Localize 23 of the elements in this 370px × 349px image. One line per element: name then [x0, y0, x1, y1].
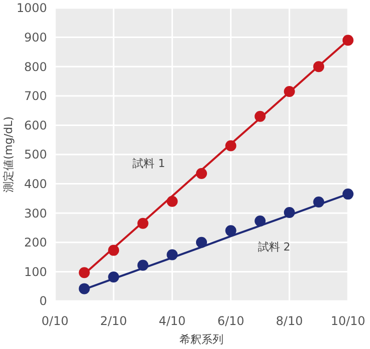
- point: [342, 188, 354, 200]
- x-tick-label: 6/10: [217, 314, 244, 328]
- y-tick-label: 700: [24, 89, 47, 104]
- x-tick-label: 2/10: [100, 314, 128, 328]
- y-tick-label: 300: [24, 206, 47, 220]
- y-tick-label: 0: [39, 294, 47, 308]
- y-tick-label: 900: [24, 30, 47, 44]
- y-axis-title: 測定値(mg/dL): [2, 116, 15, 193]
- y-tick-label: 1000: [16, 1, 47, 16]
- y-tick-label: 200: [24, 236, 47, 250]
- point: [225, 225, 236, 236]
- x-tick-label: 0/10: [42, 314, 68, 328]
- y-tick-label: 100: [24, 264, 47, 279]
- series-label: 試料 2: [258, 240, 290, 254]
- y-tick-label: 500: [24, 148, 47, 162]
- text: 試料 1: [132, 156, 166, 170]
- y-tick-label: 600: [24, 118, 47, 132]
- x-axis-title: 希釈系列: [180, 333, 224, 346]
- y-tick-label: 400: [24, 177, 47, 191]
- x-tick-label: 8/10: [276, 314, 303, 328]
- x-tick-label: 4/10: [158, 314, 186, 328]
- x-tick-label: 10/10: [330, 314, 366, 328]
- y-tick-label: 800: [24, 60, 47, 74]
